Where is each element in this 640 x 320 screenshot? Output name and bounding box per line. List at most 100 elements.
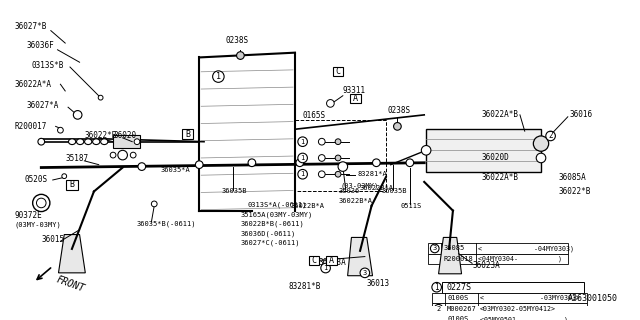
Text: C: C — [312, 256, 317, 265]
Circle shape — [195, 161, 203, 169]
Text: 36035*B(-0611): 36035*B(-0611) — [137, 221, 196, 227]
Bar — [295, 120, 386, 191]
Text: <04MY0304-          ): <04MY0304- ) — [478, 256, 562, 262]
Text: 36022*B: 36022*B — [84, 132, 116, 140]
Text: 83281*B: 83281*B — [288, 282, 321, 291]
Circle shape — [296, 159, 303, 167]
Text: 36022A*B: 36022A*B — [482, 172, 518, 182]
Ellipse shape — [68, 139, 76, 145]
Circle shape — [110, 152, 116, 158]
Circle shape — [321, 263, 330, 273]
Text: 36020: 36020 — [113, 132, 136, 140]
Text: 36085A: 36085A — [558, 172, 586, 182]
Text: 0100S: 0100S — [447, 295, 468, 301]
Bar — [442, 283, 584, 293]
Bar — [66, 180, 77, 189]
Text: 36035B: 36035B — [381, 188, 406, 195]
Text: R200017: R200017 — [15, 122, 47, 131]
Circle shape — [152, 201, 157, 207]
Text: 36016: 36016 — [570, 110, 593, 119]
Text: 36022A*B: 36022A*B — [482, 110, 518, 119]
Text: <              -03MY0301>: < -03MY0301> — [480, 295, 580, 301]
Text: B: B — [69, 180, 74, 189]
Bar — [428, 243, 568, 254]
Bar — [113, 135, 140, 148]
Text: 36023A: 36023A — [319, 258, 347, 267]
Circle shape — [335, 172, 341, 177]
Text: 36027*B: 36027*B — [15, 22, 47, 31]
Polygon shape — [438, 237, 461, 274]
Text: 36027*A: 36027*A — [27, 101, 60, 110]
Text: 36013: 36013 — [367, 279, 390, 288]
Bar — [432, 293, 587, 303]
Text: <03MY0302-05MY0412>: <03MY0302-05MY0412> — [480, 306, 556, 312]
Text: 1: 1 — [435, 283, 439, 292]
Bar — [309, 256, 319, 265]
Text: <             -04MY0303): < -04MY0303) — [478, 245, 574, 252]
Circle shape — [237, 52, 244, 59]
Text: M000267: M000267 — [447, 306, 477, 312]
Text: 36035B: 36035B — [221, 188, 247, 195]
Circle shape — [421, 146, 431, 155]
Circle shape — [38, 138, 45, 145]
Text: 0313S*B: 0313S*B — [32, 60, 64, 70]
Text: 1: 1 — [301, 171, 305, 177]
Circle shape — [62, 174, 67, 179]
Text: 36020D: 36020D — [482, 154, 509, 163]
Text: 36036D(-0611): 36036D(-0611) — [241, 230, 296, 237]
Text: 36022B*A: 36022B*A — [290, 203, 324, 209]
Circle shape — [394, 123, 401, 130]
Text: A363001050: A363001050 — [568, 294, 618, 303]
Text: 36035*A: 36035*A — [161, 167, 191, 173]
Text: B: B — [185, 130, 190, 139]
Text: 0165S: 0165S — [303, 111, 326, 120]
Text: C: C — [335, 67, 340, 76]
Circle shape — [298, 170, 307, 179]
Circle shape — [533, 136, 548, 151]
Text: 2: 2 — [548, 132, 553, 140]
Text: 36023A: 36023A — [472, 261, 500, 270]
Circle shape — [432, 283, 442, 292]
Text: 1: 1 — [216, 72, 221, 81]
Text: 1: 1 — [301, 155, 305, 161]
Text: 36022B*A: 36022B*A — [338, 198, 372, 204]
Circle shape — [298, 137, 307, 147]
Circle shape — [536, 153, 546, 163]
Text: <05MY0501-           ): <05MY0501- ) — [480, 316, 568, 320]
Text: 90372E: 90372E — [15, 211, 42, 220]
Text: A: A — [353, 94, 358, 103]
Bar — [333, 68, 343, 76]
Circle shape — [326, 100, 334, 107]
Text: 36015: 36015 — [41, 235, 65, 244]
Text: 0238S: 0238S — [225, 36, 248, 45]
Text: 0520S: 0520S — [24, 175, 47, 185]
Text: (03-03MY): (03-03MY) — [341, 182, 379, 189]
Circle shape — [372, 159, 380, 167]
Text: 3: 3 — [433, 245, 437, 252]
Ellipse shape — [93, 139, 100, 145]
Circle shape — [134, 139, 140, 145]
Text: A: A — [329, 256, 334, 265]
Circle shape — [298, 153, 307, 163]
Circle shape — [335, 155, 341, 161]
Circle shape — [212, 71, 224, 82]
Circle shape — [58, 127, 63, 133]
Ellipse shape — [100, 139, 108, 145]
Ellipse shape — [77, 139, 84, 145]
Text: 1: 1 — [301, 139, 305, 145]
Circle shape — [435, 304, 443, 313]
Text: 35187: 35187 — [65, 155, 88, 164]
Text: FRONT: FRONT — [54, 275, 86, 294]
Circle shape — [546, 131, 556, 141]
Bar — [428, 254, 568, 264]
Circle shape — [118, 150, 127, 160]
Text: 0100S: 0100S — [447, 316, 468, 320]
Circle shape — [248, 159, 256, 167]
Bar — [432, 314, 587, 320]
Text: 36022A*A: 36022A*A — [15, 80, 51, 89]
Text: 83281*A: 83281*A — [357, 171, 387, 177]
Bar — [182, 129, 193, 139]
Text: 0511S: 0511S — [400, 203, 422, 209]
Circle shape — [33, 194, 50, 212]
Text: 36022*B: 36022*B — [558, 187, 591, 196]
